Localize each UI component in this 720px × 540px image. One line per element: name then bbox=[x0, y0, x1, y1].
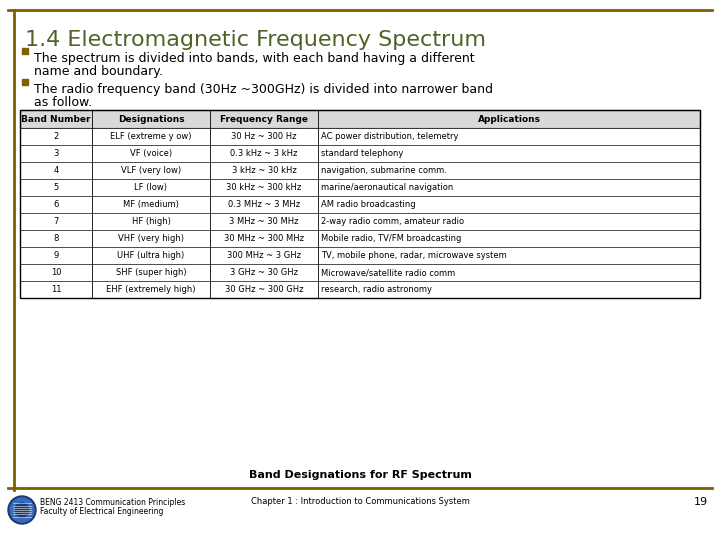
Text: 0.3 kHz ~ 3 kHz: 0.3 kHz ~ 3 kHz bbox=[230, 149, 297, 158]
Bar bbox=[20, 110, 700, 298]
Text: 2-way radio comm, amateur radio: 2-way radio comm, amateur radio bbox=[321, 217, 464, 226]
Text: 4: 4 bbox=[53, 166, 58, 175]
Bar bbox=[22, 79, 28, 85]
Text: Applications: Applications bbox=[477, 114, 541, 124]
Text: name and boundary.: name and boundary. bbox=[34, 65, 163, 78]
Text: 5: 5 bbox=[53, 183, 58, 192]
Text: 0.3 MHz ~ 3 MHz: 0.3 MHz ~ 3 MHz bbox=[228, 200, 300, 209]
Text: Frequency Range: Frequency Range bbox=[220, 114, 308, 124]
Text: 10: 10 bbox=[50, 268, 61, 277]
Text: UHF (ultra high): UHF (ultra high) bbox=[117, 251, 184, 260]
Text: as follow.: as follow. bbox=[34, 96, 92, 109]
Text: Mobile radio, TV/FM broadcasting: Mobile radio, TV/FM broadcasting bbox=[321, 234, 462, 243]
Text: AM radio broadcasting: AM radio broadcasting bbox=[321, 200, 415, 209]
Circle shape bbox=[10, 498, 34, 522]
Bar bbox=[20, 179, 700, 196]
Text: VLF (very low): VLF (very low) bbox=[121, 166, 181, 175]
Text: navigation, submarine comm.: navigation, submarine comm. bbox=[321, 166, 447, 175]
Text: TV, mobile phone, radar, microwave system: TV, mobile phone, radar, microwave syste… bbox=[321, 251, 507, 260]
Text: VHF (very high): VHF (very high) bbox=[118, 234, 184, 243]
Bar bbox=[20, 110, 700, 128]
Text: Band Number: Band Number bbox=[22, 114, 91, 124]
Text: The spectrum is divided into bands, with each band having a different: The spectrum is divided into bands, with… bbox=[34, 52, 474, 65]
Text: 30 kHz ~ 300 kHz: 30 kHz ~ 300 kHz bbox=[226, 183, 302, 192]
Circle shape bbox=[15, 503, 29, 517]
Bar bbox=[20, 128, 700, 145]
Text: marine/aeronautical navigation: marine/aeronautical navigation bbox=[321, 183, 454, 192]
Text: 3: 3 bbox=[53, 149, 59, 158]
Text: 19: 19 bbox=[694, 497, 708, 507]
Bar bbox=[20, 264, 700, 281]
Text: Chapter 1 : Introduction to Communications System: Chapter 1 : Introduction to Communicatio… bbox=[251, 497, 469, 507]
Text: 3 GHz ~ 30 GHz: 3 GHz ~ 30 GHz bbox=[230, 268, 298, 277]
Text: Faculty of Electrical Engineering: Faculty of Electrical Engineering bbox=[40, 507, 163, 516]
Text: 300 MHz ~ 3 GHz: 300 MHz ~ 3 GHz bbox=[227, 251, 301, 260]
Text: Band Designations for RF Spectrum: Band Designations for RF Spectrum bbox=[248, 470, 472, 480]
Bar bbox=[20, 162, 700, 179]
Bar bbox=[20, 230, 700, 247]
Bar bbox=[20, 213, 700, 230]
Text: 11: 11 bbox=[50, 285, 61, 294]
Text: 2: 2 bbox=[53, 132, 58, 141]
Text: 3 MHz ~ 30 MHz: 3 MHz ~ 30 MHz bbox=[229, 217, 299, 226]
Bar bbox=[20, 196, 700, 213]
Text: standard telephony: standard telephony bbox=[321, 149, 403, 158]
Text: research, radio astronomy: research, radio astronomy bbox=[321, 285, 432, 294]
Text: 7: 7 bbox=[53, 217, 59, 226]
Text: MF (medium): MF (medium) bbox=[123, 200, 179, 209]
Text: VF (voice): VF (voice) bbox=[130, 149, 172, 158]
Text: EHF (extremely high): EHF (extremely high) bbox=[107, 285, 196, 294]
Text: 30 GHz ~ 300 GHz: 30 GHz ~ 300 GHz bbox=[225, 285, 303, 294]
Text: 9: 9 bbox=[53, 251, 58, 260]
Text: 30 Hz ~ 300 Hz: 30 Hz ~ 300 Hz bbox=[231, 132, 297, 141]
Text: Designations: Designations bbox=[117, 114, 184, 124]
Text: 30 MHz ~ 300 MHz: 30 MHz ~ 300 MHz bbox=[224, 234, 304, 243]
Text: AC power distribution, telemetry: AC power distribution, telemetry bbox=[321, 132, 459, 141]
Bar bbox=[20, 281, 700, 298]
Text: Microwave/satellite radio comm: Microwave/satellite radio comm bbox=[321, 268, 455, 277]
Text: The radio frequency band (30Hz ~300GHz) is divided into narrower band: The radio frequency band (30Hz ~300GHz) … bbox=[34, 83, 493, 96]
Bar bbox=[20, 145, 700, 162]
Circle shape bbox=[8, 496, 36, 524]
Text: 3 kHz ~ 30 kHz: 3 kHz ~ 30 kHz bbox=[232, 166, 297, 175]
Text: LF (low): LF (low) bbox=[135, 183, 168, 192]
Text: ELF (extreme y ow): ELF (extreme y ow) bbox=[110, 132, 192, 141]
Text: BENG 2413 Communication Principles: BENG 2413 Communication Principles bbox=[40, 498, 185, 507]
Text: 1.4 Electromagnetic Frequency Spectrum: 1.4 Electromagnetic Frequency Spectrum bbox=[25, 30, 486, 50]
Text: 8: 8 bbox=[53, 234, 59, 243]
Text: 6: 6 bbox=[53, 200, 59, 209]
Bar bbox=[22, 48, 28, 54]
Text: SHF (super high): SHF (super high) bbox=[116, 268, 186, 277]
Text: HF (high): HF (high) bbox=[132, 217, 171, 226]
Bar bbox=[20, 247, 700, 264]
